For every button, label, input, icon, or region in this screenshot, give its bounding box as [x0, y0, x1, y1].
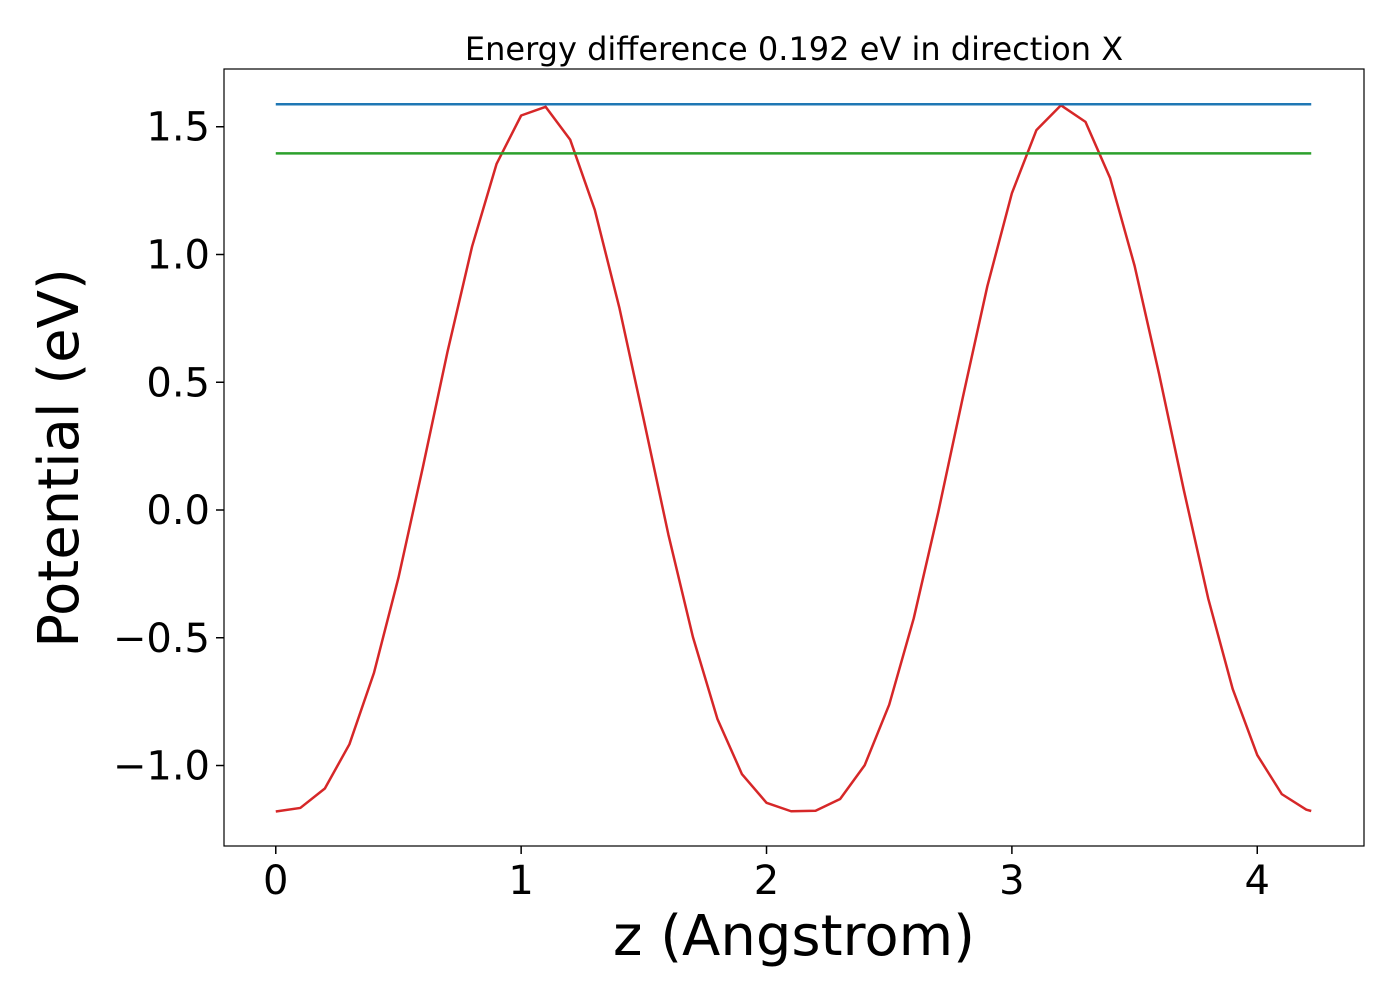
x-axis-label: z (Angstrom): [613, 904, 975, 969]
series-line: [275, 104, 1312, 813]
plot-frame: [223, 68, 1365, 847]
x-tick-label: 1: [508, 858, 533, 904]
y-tick-label: 0.0: [146, 488, 210, 534]
y-tick-label: −0.5: [113, 616, 210, 662]
y-tick-label: 0.5: [146, 360, 210, 406]
x-tick-label: 3: [999, 858, 1024, 904]
y-tick-label: 1.0: [146, 232, 210, 278]
y-axis-label: Potential (eV): [27, 268, 92, 648]
x-tick-label: 4: [1245, 858, 1270, 904]
x-tick-label: 0: [263, 858, 288, 904]
y-tick-label: 1.5: [146, 105, 210, 151]
x-tick-label: 2: [754, 858, 779, 904]
chart-title: Energy difference 0.192 eV in direction …: [465, 30, 1123, 68]
y-tick-label: −1.0: [113, 744, 210, 790]
